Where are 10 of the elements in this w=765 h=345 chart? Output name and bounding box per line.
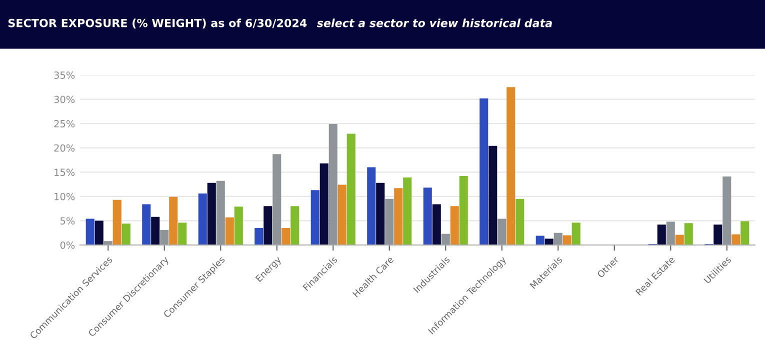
y-tick-label: 5% xyxy=(60,217,75,225)
y-tick-label: 25% xyxy=(54,120,75,128)
chart-title: SECTOR EXPOSURE (% WEIGHT) as of 6/30/2024 xyxy=(8,18,307,29)
y-tick-label: 0% xyxy=(60,241,75,249)
y-tick-label: 35% xyxy=(54,71,75,79)
y-tick-label: 30% xyxy=(54,96,75,104)
y-tick-label: 20% xyxy=(54,144,75,152)
y-tick-label: 10% xyxy=(54,192,75,200)
y-tick-label: 15% xyxy=(54,168,75,176)
chart-subtitle: select a sector to view historical data xyxy=(316,18,552,28)
